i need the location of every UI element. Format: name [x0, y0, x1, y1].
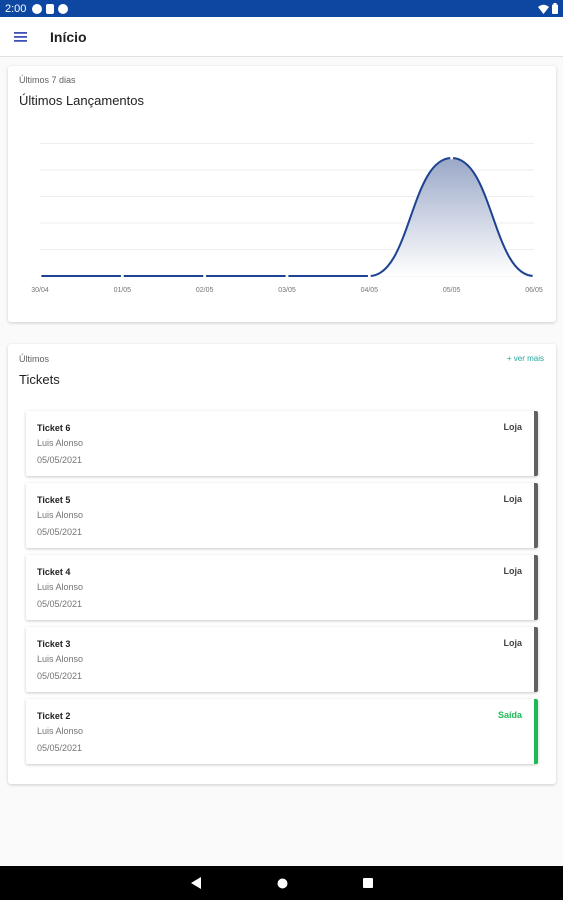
- chart-series-line: [39, 156, 535, 278]
- recents-square-icon[interactable]: [362, 878, 373, 888]
- ticket-name: Ticket 6: [37, 423, 71, 433]
- ticket-card[interactable]: Ticket 2 Luis Alonso 05/05/2021 Saída: [26, 699, 538, 764]
- chart-point: [532, 274, 536, 278]
- x-tick-label: 04/05: [361, 287, 379, 294]
- ticket-person: Luis Alonso: [37, 582, 84, 592]
- home-circle-icon[interactable]: [277, 878, 288, 889]
- ticket-type-badge: Saída: [497, 710, 522, 720]
- wifi-icon: [538, 4, 549, 14]
- chart-point: [203, 274, 207, 278]
- chart-point: [450, 156, 454, 160]
- tickets-overline: Últimos: [19, 354, 50, 364]
- ticket-name: Ticket 2: [37, 711, 71, 721]
- latest-entries-card: Últimos 7 dias Últimos Lançamentos 30/04…: [8, 66, 556, 322]
- x-tick-label: 30/04: [31, 287, 49, 294]
- ticket-name: Ticket 3: [37, 639, 71, 649]
- chart-point: [38, 274, 42, 278]
- ticket-card[interactable]: Ticket 5 Luis Alonso 05/05/2021 Loja: [26, 483, 538, 548]
- chart-overline: Últimos 7 dias: [19, 75, 76, 85]
- ticket-type-badge: Loja: [503, 638, 522, 648]
- ticket-date: 05/05/2021: [37, 599, 83, 609]
- x-tick-label: 03/05: [278, 287, 296, 294]
- ticket-person: Luis Alonso: [37, 726, 84, 736]
- x-tick-label: 05/05: [443, 287, 461, 294]
- ticket-person: Luis Alonso: [37, 438, 84, 448]
- ticket-date: 05/05/2021: [37, 743, 83, 753]
- battery-icon: [552, 3, 558, 14]
- ticket-type-badge: Loja: [503, 422, 522, 432]
- notification-icon: [32, 3, 43, 14]
- sd-card-icon: [46, 3, 55, 14]
- ticket-card[interactable]: Ticket 3 Luis Alonso 05/05/2021 Loja: [26, 627, 538, 692]
- system-nav-bar: [0, 866, 563, 900]
- page-title: Início: [50, 28, 87, 45]
- ticket-card[interactable]: Ticket 6 Luis Alonso 05/05/2021 Loja: [26, 411, 538, 476]
- chart-point: [285, 274, 289, 278]
- ticket-person: Luis Alonso: [37, 654, 84, 664]
- ticket-date: 05/05/2021: [37, 671, 83, 681]
- status-bar: 2:00: [0, 0, 563, 17]
- chart-card-title: Últimos Lançamentos: [19, 93, 144, 108]
- ticket-person: Luis Alonso: [37, 510, 84, 520]
- ticket-type-badge: Loja: [503, 566, 522, 576]
- chart-area-fill: [40, 158, 534, 276]
- area-chart: 30/04 01/05 02/05 03/05 04/05 05/05 06/05: [31, 143, 543, 294]
- ticket-date: 05/05/2021: [37, 455, 83, 465]
- see-more-link[interactable]: + ver mais: [506, 354, 544, 363]
- status-time: 2:00: [5, 2, 27, 15]
- tickets-card-title: Tickets: [19, 372, 60, 387]
- ticket-type-badge: Loja: [503, 494, 522, 504]
- ticket-card[interactable]: Ticket 4 Luis Alonso 05/05/2021 Loja: [26, 555, 538, 620]
- hamburger-menu-icon[interactable]: [0, 17, 40, 57]
- ticket-name: Ticket 5: [37, 495, 71, 505]
- app-bar: Início: [0, 17, 563, 57]
- ticket-date: 05/05/2021: [37, 527, 83, 537]
- x-tick-label: 02/05: [196, 287, 214, 294]
- notification-icon-2: [58, 3, 69, 14]
- chart-point: [120, 274, 124, 278]
- ticket-name: Ticket 4: [37, 567, 71, 577]
- chart-point: [367, 274, 371, 278]
- back-triangle-icon[interactable]: [190, 877, 202, 889]
- x-tick-label: 01/05: [114, 287, 132, 294]
- x-tick-label: 06/05: [525, 287, 543, 294]
- tickets-card: Últimos Tickets + ver mais Ticket 6 Luis…: [8, 344, 556, 784]
